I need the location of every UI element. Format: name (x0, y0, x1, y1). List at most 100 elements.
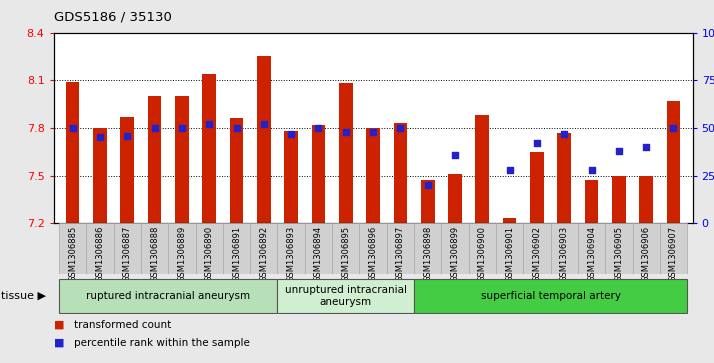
Bar (468, 223, 496, 274)
Point (94, 135, 106, 140)
Text: GSM1306902: GSM1306902 (533, 226, 541, 282)
Text: GSM1306894: GSM1306894 (314, 226, 323, 282)
Bar (93, 128, 107, 223)
Text: ruptured intracranial aneurysm: ruptured intracranial aneurysm (86, 291, 251, 301)
Text: GSM1306906: GSM1306906 (642, 226, 650, 282)
Bar (667, 101, 680, 223)
Bar (605, 223, 633, 274)
Bar (414, 223, 441, 274)
Bar (660, 223, 687, 274)
Text: GSM1306896: GSM1306896 (368, 226, 378, 282)
Bar (175, 96, 188, 223)
Bar (612, 176, 625, 223)
Bar (476, 115, 489, 223)
Bar (633, 223, 660, 274)
Text: GSM1306900: GSM1306900 (478, 226, 487, 282)
Bar (311, 125, 326, 223)
Text: superficial temporal artery: superficial temporal artery (481, 291, 620, 301)
Text: percentile rank within the sample: percentile rank within the sample (74, 338, 249, 348)
Point (258, 121, 270, 127)
Bar (558, 133, 571, 223)
Text: GDS5186 / 35130: GDS5186 / 35130 (54, 11, 171, 24)
Text: transformed count: transformed count (74, 320, 171, 330)
Text: GSM1306891: GSM1306891 (232, 226, 241, 282)
Text: ■: ■ (54, 338, 64, 348)
Text: GSM1306901: GSM1306901 (505, 226, 514, 282)
Bar (278, 223, 305, 274)
Bar (387, 223, 414, 274)
Text: tissue ▶: tissue ▶ (1, 291, 46, 301)
Point (149, 125, 161, 131)
Bar (250, 223, 278, 274)
Text: ■: ■ (54, 320, 64, 330)
Text: GSM1306899: GSM1306899 (451, 226, 460, 282)
Point (231, 125, 242, 131)
Text: GSM1306885: GSM1306885 (68, 226, 77, 282)
Bar (530, 152, 544, 223)
Point (367, 129, 378, 135)
Text: GSM1306907: GSM1306907 (669, 226, 678, 282)
Text: GSM1306898: GSM1306898 (423, 226, 432, 282)
Bar (148, 96, 161, 223)
Text: GSM1306903: GSM1306903 (560, 226, 569, 282)
FancyBboxPatch shape (59, 279, 278, 313)
Point (640, 144, 652, 150)
Text: unruptured intracranial
aneurysm: unruptured intracranial aneurysm (285, 285, 407, 307)
Bar (257, 57, 271, 223)
Bar (332, 223, 359, 274)
Text: GSM1306890: GSM1306890 (205, 226, 213, 282)
FancyBboxPatch shape (278, 279, 414, 313)
Bar (305, 223, 332, 274)
Bar (339, 83, 353, 223)
Point (422, 182, 433, 188)
Bar (230, 118, 243, 223)
Bar (114, 223, 141, 274)
Text: GSM1306895: GSM1306895 (341, 226, 351, 282)
Bar (393, 123, 407, 223)
Bar (585, 180, 598, 223)
Bar (196, 223, 223, 274)
Point (531, 140, 543, 146)
Point (558, 131, 570, 136)
Point (449, 152, 461, 158)
Point (585, 167, 597, 173)
Bar (169, 223, 196, 274)
Text: GSM1306888: GSM1306888 (150, 226, 159, 282)
Point (504, 167, 516, 173)
Bar (59, 223, 86, 274)
Text: GSM1306904: GSM1306904 (587, 226, 596, 282)
Bar (121, 117, 134, 223)
Bar (66, 82, 79, 223)
Text: GSM1306889: GSM1306889 (177, 226, 186, 282)
Text: GSM1306897: GSM1306897 (396, 226, 405, 282)
Text: GSM1306892: GSM1306892 (259, 226, 268, 282)
Bar (223, 223, 250, 274)
Text: GSM1306905: GSM1306905 (614, 226, 623, 282)
Point (176, 125, 188, 131)
FancyBboxPatch shape (414, 279, 687, 313)
Bar (202, 74, 216, 223)
Point (613, 148, 625, 154)
Point (286, 131, 297, 136)
Bar (523, 223, 550, 274)
Point (313, 125, 324, 131)
Text: GSM1306887: GSM1306887 (123, 226, 132, 282)
Bar (141, 223, 169, 274)
Bar (578, 223, 605, 274)
Bar (359, 223, 387, 274)
Bar (441, 223, 468, 274)
Bar (421, 180, 435, 223)
Point (340, 129, 351, 135)
Bar (639, 176, 653, 223)
Bar (366, 128, 380, 223)
Point (395, 125, 406, 131)
Bar (448, 174, 462, 223)
Point (203, 121, 215, 127)
Text: GSM1306886: GSM1306886 (96, 226, 104, 282)
Bar (496, 223, 523, 274)
Point (121, 133, 133, 139)
Bar (503, 219, 516, 223)
Point (668, 125, 679, 131)
Bar (86, 223, 114, 274)
Text: GSM1306893: GSM1306893 (286, 226, 296, 282)
